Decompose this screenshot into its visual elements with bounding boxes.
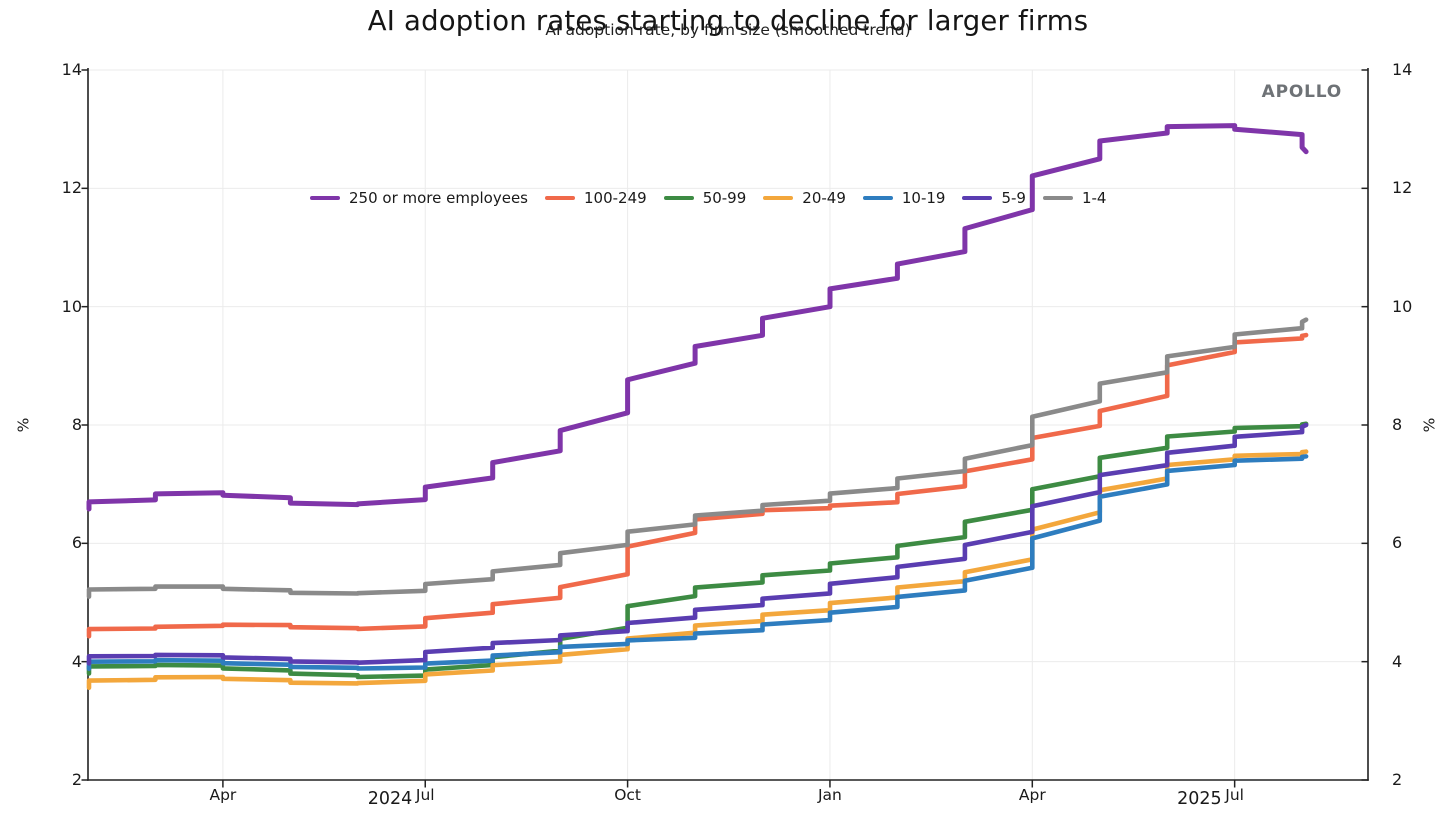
chart-subtitle: AI adoption rate, by firm size (smoothed… bbox=[545, 21, 911, 39]
x-tick-year-label: 2025 bbox=[1177, 788, 1222, 809]
legend-label: 100-249 bbox=[584, 189, 647, 207]
x-tick-month-label: Apr bbox=[1018, 786, 1046, 804]
y-tick-label-left: 12 bbox=[61, 178, 82, 198]
legend-line-swatch bbox=[1042, 195, 1073, 201]
y-tick-label-left: 6 bbox=[71, 533, 82, 553]
x-tick-month-label: Apr bbox=[209, 786, 237, 804]
y-tick-label-left: 8 bbox=[71, 415, 82, 434]
legend-label: 1-4 bbox=[1081, 189, 1107, 207]
legend-line-swatch bbox=[962, 195, 993, 201]
legend-line-swatch bbox=[862, 195, 893, 201]
legend-line-swatch bbox=[310, 195, 340, 201]
legend-item-20-49: 20-49 bbox=[763, 189, 846, 207]
y-tick-label-right: 12 bbox=[1392, 178, 1413, 198]
legend-label: 50-99 bbox=[702, 189, 747, 207]
series-line-50-99 bbox=[86, 421, 1309, 680]
series-line-250-or-more-employees bbox=[86, 123, 1309, 512]
x-tick-month-label: Jul bbox=[415, 786, 435, 804]
x-tick-year-label: 2024 bbox=[367, 788, 413, 809]
y-tick-label-left: 10 bbox=[61, 296, 82, 316]
legend-label: 10-19 bbox=[901, 189, 946, 207]
legend-item-1-4: 1-4 bbox=[1042, 189, 1107, 207]
legend-item-100-249: 100-249 bbox=[545, 189, 647, 207]
legend-line-swatch bbox=[545, 195, 575, 201]
legend-label: 5-9 bbox=[1001, 189, 1026, 207]
y-tick-label-right: 4 bbox=[1392, 651, 1403, 671]
y-tick-label-right: 2 bbox=[1392, 770, 1403, 789]
legend-item-50-99: 50-99 bbox=[663, 189, 747, 207]
series-line-10-19 bbox=[86, 454, 1309, 672]
legend-line-swatch bbox=[763, 195, 794, 201]
y-tick-label-right: 14 bbox=[1392, 60, 1413, 79]
y-tick-label-right: 8 bbox=[1392, 415, 1403, 434]
chart-title: AI adoption rates starting to decline fo… bbox=[367, 5, 1089, 37]
x-tick-month-label: Jul bbox=[1225, 786, 1244, 804]
legend-item-5-9: 5-9 bbox=[962, 189, 1026, 207]
legend-item-10-19: 10-19 bbox=[862, 189, 946, 207]
y-tick-label-left: 14 bbox=[61, 60, 82, 79]
y-axis-label-left: % bbox=[14, 417, 33, 433]
legend-label: 20-49 bbox=[802, 189, 846, 207]
legend-line-swatch bbox=[663, 195, 694, 201]
y-tick-label-right: 6 bbox=[1392, 533, 1403, 553]
watermark-apollo-logo: APOLLO bbox=[1261, 82, 1342, 102]
x-tick-month-label: Oct bbox=[614, 786, 641, 804]
legend-item-250-or-more-employees: 250 or more employees bbox=[310, 189, 528, 207]
y-tick-label-right: 10 bbox=[1392, 296, 1413, 316]
legend-label: 250 or more employees bbox=[349, 189, 528, 207]
x-tick-month-label: Jan bbox=[817, 786, 842, 804]
legend: 250 or more employees 100-249 50-99 20-49 10… bbox=[310, 189, 1106, 207]
y-tick-label-left: 2 bbox=[71, 770, 82, 789]
series-line-20-49 bbox=[86, 449, 1309, 690]
series-line-5-9 bbox=[86, 422, 1309, 666]
series-line-1-4 bbox=[86, 317, 1309, 599]
y-tick-label-left: 4 bbox=[71, 651, 82, 671]
